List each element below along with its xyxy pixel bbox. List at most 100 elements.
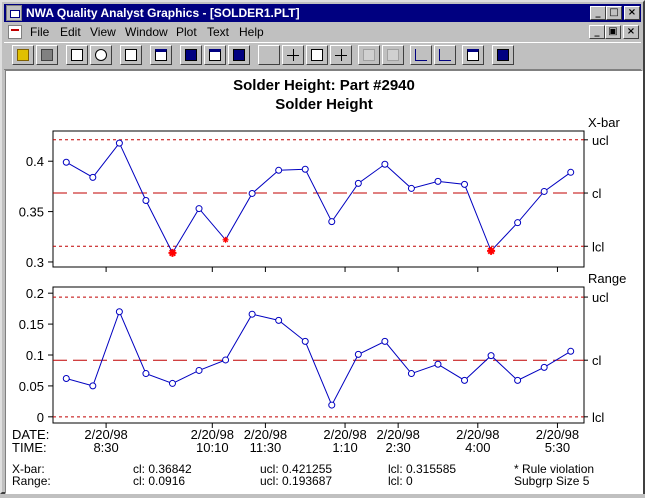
label-points-button[interactable] (410, 45, 432, 65)
y-tick-label: 0.15 (19, 317, 44, 332)
data-point (407, 370, 415, 378)
chart-icon (185, 49, 197, 61)
menu-edit[interactable]: Edit (60, 25, 81, 39)
app-icon[interactable] (6, 5, 22, 21)
menu-file[interactable]: File (30, 25, 50, 39)
data-point (301, 337, 309, 345)
label-point-icon (415, 49, 427, 61)
y-tick-label: 0.1 (26, 348, 44, 363)
range-summary-label: Range: (12, 474, 51, 488)
menu-plot[interactable]: Plot (176, 25, 197, 39)
tile-button[interactable] (204, 45, 226, 65)
ucl-label: ucl (592, 290, 609, 305)
menu-help[interactable]: Help (239, 25, 264, 39)
control-chart: Solder Height: Part #2940 Solder Height … (12, 77, 626, 488)
edit-icon (363, 49, 375, 61)
chart-button[interactable] (180, 45, 202, 65)
text-abc-icon (311, 49, 323, 61)
x-date-label: 2/20/98 (456, 427, 499, 442)
menu-text[interactable]: Text (207, 25, 230, 39)
maximize-button[interactable]: □ (606, 6, 622, 20)
window-button[interactable] (150, 45, 172, 65)
cl-label: cl (592, 353, 602, 368)
table-button[interactable] (462, 45, 484, 65)
tile-icon (209, 49, 221, 61)
title-bar[interactable]: NWA Quality Analyst Graphics - [SOLDER1.… (4, 4, 641, 22)
text-tool-button[interactable] (306, 45, 328, 65)
label-axis-icon (439, 49, 451, 61)
data-point (168, 379, 176, 387)
rule-violation-note: * Rule violation (514, 462, 594, 476)
open-button[interactable] (12, 45, 34, 65)
menu-window[interactable]: Window (125, 25, 168, 39)
help-button[interactable] (492, 45, 514, 65)
data-point (115, 139, 123, 147)
layout-icon (233, 49, 245, 61)
preview-icon (95, 49, 107, 61)
x-date-label: 2/20/98 (191, 427, 234, 442)
point-tool-button[interactable] (330, 45, 352, 65)
print-preview-button[interactable] (90, 45, 112, 65)
document-icon[interactable] (8, 25, 22, 39)
copy-button[interactable] (120, 45, 142, 65)
plot-frame (52, 286, 585, 424)
crosshair-button[interactable] (282, 45, 304, 65)
data-point (381, 337, 389, 345)
print-button[interactable] (66, 45, 88, 65)
minimize-button[interactable]: _ (590, 6, 606, 20)
xy-icon (387, 49, 399, 61)
y-tick-label: 0 (37, 410, 44, 425)
data-point (514, 376, 522, 384)
data-point (248, 310, 256, 318)
data-point (461, 376, 469, 384)
label-axis-button[interactable] (434, 45, 456, 65)
range-summary-ucl: ucl: 0.193687 (260, 474, 332, 488)
y-tick-label: 0.05 (19, 379, 44, 394)
doc-minimize-button[interactable]: _ (589, 25, 605, 39)
layout-button[interactable] (228, 45, 250, 65)
lcl-label: lcl (592, 239, 604, 254)
x-date-label: 2/20/98 (244, 427, 287, 442)
toolbar (4, 42, 641, 70)
data-point (434, 177, 442, 185)
x-time-label: 10:10 (196, 440, 229, 455)
x-time-label: 11:30 (250, 440, 282, 455)
data-point (567, 168, 575, 176)
save-button[interactable] (36, 45, 58, 65)
data-point (195, 366, 203, 374)
x-time-label: 4:00 (465, 440, 490, 455)
violation-marker (222, 236, 229, 243)
date-label: DATE: (12, 427, 49, 442)
data-point (89, 382, 97, 390)
series-line (66, 142, 572, 254)
data-point (461, 180, 469, 188)
data-point (328, 401, 336, 409)
close-button[interactable]: × (624, 6, 640, 20)
data-point (487, 352, 495, 360)
data-point (195, 205, 203, 213)
plot-frame (52, 130, 585, 268)
doc-close-button[interactable]: × (623, 25, 639, 39)
pointer-button[interactable] (258, 45, 280, 65)
data-point (567, 347, 575, 355)
doc-restore-button[interactable]: ▣ (605, 25, 621, 39)
subgroup-size-note: Subgrp Size 5 (514, 474, 590, 488)
menu-bar: File Edit View Window Plot Text Help _ ▣… (4, 23, 641, 41)
data-point (89, 173, 97, 181)
violation-stroke (223, 237, 229, 243)
series-line (66, 310, 571, 407)
crosshair-icon (287, 49, 299, 61)
y-tick-label: 0.35 (19, 205, 44, 220)
x-date-label: 2/20/98 (84, 427, 127, 442)
menu-view[interactable]: View (90, 25, 116, 39)
printer-icon (71, 49, 83, 61)
chart-title: Solder Height: Part #2940 (233, 77, 415, 94)
folder-icon (17, 49, 29, 61)
edit-disabled-button[interactable] (358, 45, 380, 65)
range-chart-label: Range (588, 271, 626, 286)
ucl-label: ucl (592, 133, 609, 148)
xy-disabled-button[interactable] (382, 45, 404, 65)
data-point (248, 189, 256, 197)
data-point (328, 218, 336, 226)
cl-label: cl (592, 186, 602, 201)
